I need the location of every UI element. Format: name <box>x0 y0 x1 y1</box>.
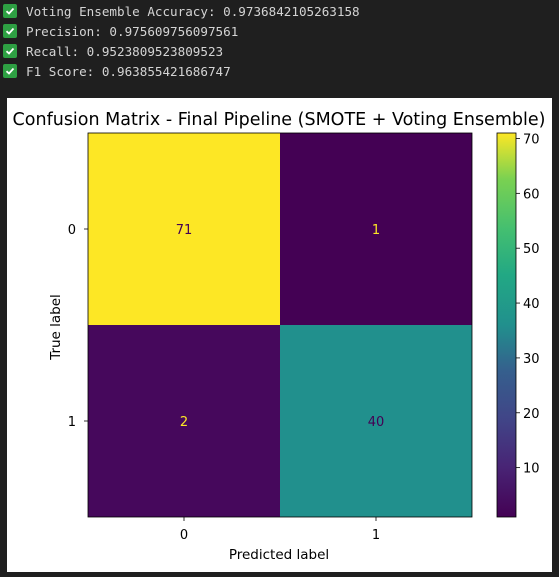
matrix-cells: 71 1 2 40 <box>88 133 472 517</box>
x-tick-label: 0 <box>180 528 188 543</box>
f1-score-text: F1 Score: 0.963855421686747 <box>26 63 231 79</box>
cell-value-label: 71 <box>176 223 193 238</box>
f1-score-line: F1 Score: 0.963855421686747 <box>3 61 231 81</box>
x-axis-label: Predicted label <box>229 547 329 563</box>
console-output: Voting Ensemble Accuracy: 0.973684210526… <box>0 0 559 90</box>
cell-value-label: 2 <box>180 415 188 430</box>
colorbar-tick-label: 10 <box>523 462 540 477</box>
chart-title: Confusion Matrix - Final Pipeline (SMOTE… <box>13 110 546 130</box>
x-tick-label: 1 <box>372 528 380 543</box>
matrix-cell <box>280 133 472 325</box>
recall-text: Recall: 0.9523809523809523 <box>26 43 224 59</box>
colorbar-tick-label: 70 <box>523 132 540 147</box>
axes: 0 1 0 1 <box>68 132 473 543</box>
colorbar-ticks: 10 20 30 40 50 60 70 <box>516 132 540 477</box>
precision-text: Precision: 0.975609756097561 <box>26 23 239 39</box>
matrix-cell <box>88 133 280 325</box>
matrix-cell <box>88 325 280 517</box>
y-tick-label: 1 <box>68 415 76 430</box>
check-icon <box>3 4 17 18</box>
y-tick-label: 0 <box>68 223 76 238</box>
accuracy-line: Voting Ensemble Accuracy: 0.973684210526… <box>3 1 360 21</box>
recall-line: Recall: 0.9523809523809523 <box>3 41 223 61</box>
confusion-matrix-figure: Confusion Matrix - Final Pipeline (SMOTE… <box>7 98 552 572</box>
colorbar-tick-label: 50 <box>523 242 540 257</box>
plot-frame <box>87 132 473 518</box>
cell-value-label: 1 <box>372 223 380 238</box>
precision-line: Precision: 0.975609756097561 <box>3 21 238 41</box>
colorbar-tick-label: 30 <box>523 352 540 367</box>
check-icon <box>3 44 17 58</box>
accuracy-text: Voting Ensemble Accuracy: 0.973684210526… <box>26 3 360 19</box>
y-axis-label: True label <box>48 294 64 361</box>
check-icon <box>3 64 17 78</box>
colorbar <box>496 132 517 518</box>
colorbar-tick-label: 20 <box>523 407 540 422</box>
colorbar-tick-label: 40 <box>523 297 540 312</box>
colorbar-tick-label: 60 <box>523 187 540 202</box>
matrix-cell <box>280 325 472 517</box>
cell-value-label: 40 <box>368 415 385 430</box>
check-icon <box>3 24 17 38</box>
confusion-matrix-chart: Confusion Matrix - Final Pipeline (SMOTE… <box>13 110 546 563</box>
